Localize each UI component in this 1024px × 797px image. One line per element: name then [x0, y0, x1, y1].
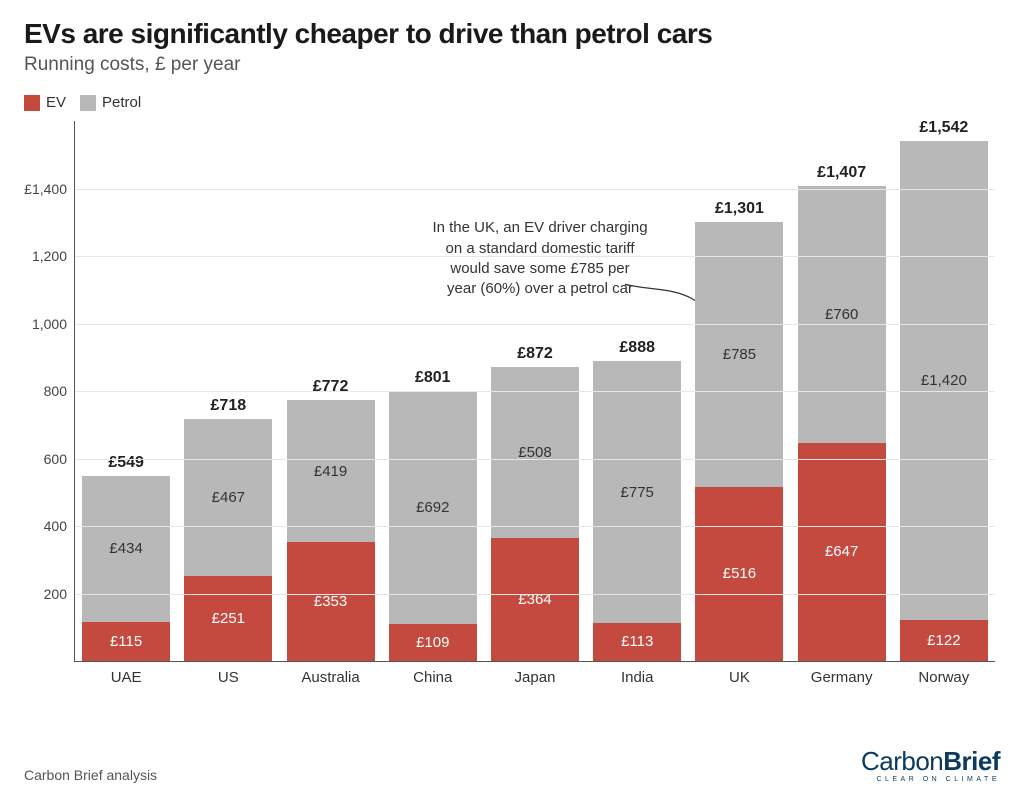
- x-category-label: Australia: [301, 661, 359, 686]
- x-category-label: China: [413, 661, 452, 686]
- stacked-bar: £872£508£364: [491, 367, 579, 661]
- total-label: £888: [619, 339, 655, 361]
- gridline: [75, 526, 995, 527]
- x-category-label: UAE: [111, 661, 142, 686]
- legend-swatch: [80, 95, 96, 111]
- petrol-value: £419: [314, 463, 347, 480]
- stacked-bar: £549£434£115: [82, 476, 170, 661]
- petrol-segment: £760: [798, 186, 886, 443]
- total-label: £772: [313, 378, 349, 400]
- ev-value: £516: [723, 565, 756, 582]
- y-tick-label: 600: [44, 451, 75, 467]
- ev-value: £353: [314, 593, 347, 610]
- chart: £549 £434 £115 UAE £718 £467 £251 US £772 £419 £35…: [24, 121, 1000, 691]
- y-tick-label: £1,400: [24, 181, 75, 197]
- ev-segment: £647: [798, 443, 886, 661]
- total-label: £1,542: [919, 119, 968, 141]
- stacked-bar: £772£419£353: [287, 400, 375, 661]
- total-label: £801: [415, 369, 451, 391]
- petrol-value: £467: [212, 489, 245, 506]
- ev-segment: £364: [491, 538, 579, 661]
- x-category-label: Germany: [811, 661, 873, 686]
- y-tick-label: 800: [44, 383, 75, 399]
- total-label: £549: [108, 454, 144, 476]
- ev-segment: £516: [695, 487, 783, 661]
- stacked-bar: £718£467£251: [184, 419, 272, 661]
- y-tick-label: 1,200: [32, 248, 75, 264]
- petrol-segment: £508: [491, 367, 579, 538]
- source-text: Carbon Brief analysis: [24, 767, 157, 783]
- brand-tagline: CLEAR ON CLIMATE: [876, 776, 1000, 783]
- y-tick-label: 400: [44, 518, 75, 534]
- gridline: [75, 189, 995, 190]
- stacked-bar: £888£775£113: [593, 361, 681, 661]
- legend-label: Petrol: [102, 94, 141, 111]
- chart-title: EVs are significantly cheaper to drive t…: [24, 18, 1000, 50]
- petrol-value: £434: [109, 540, 142, 557]
- annotation-text: In the UK, an EV driver chargingon a sta…: [415, 218, 665, 299]
- petrol-value: £692: [416, 499, 449, 516]
- annotation-line: would save some £785 per: [415, 259, 665, 279]
- petrol-value: £760: [825, 306, 858, 323]
- annotation-line: In the UK, an EV driver charging: [415, 218, 665, 238]
- petrol-value: £775: [621, 484, 654, 501]
- petrol-segment: £692: [389, 391, 477, 625]
- ev-segment: £122: [900, 620, 988, 661]
- gridline: [75, 459, 995, 460]
- brand-logo: CarbonBrief CLEAR ON CLIMATE: [861, 748, 1000, 783]
- stacked-bar: £1,301£785£516: [695, 222, 783, 661]
- petrol-segment: £775: [593, 361, 681, 623]
- petrol-value: £1,420: [921, 372, 967, 389]
- total-label: £718: [211, 397, 247, 419]
- chart-subtitle: Running costs, £ per year: [24, 54, 1000, 76]
- total-label: £1,407: [817, 164, 866, 186]
- gridline: [75, 391, 995, 392]
- x-category-label: Japan: [515, 661, 556, 686]
- ev-segment: £109: [389, 624, 477, 661]
- total-label: £872: [517, 345, 553, 367]
- petrol-segment: £467: [184, 419, 272, 577]
- gridline: [75, 594, 995, 595]
- stacked-bar: £1,542£1,420£122: [900, 141, 988, 661]
- petrol-segment: £419: [287, 400, 375, 541]
- brand-first: Carbon: [861, 746, 943, 776]
- legend-swatch: [24, 95, 40, 111]
- x-category-label: India: [621, 661, 654, 686]
- y-tick-label: 200: [44, 586, 75, 602]
- gridline: [75, 324, 995, 325]
- legend: EV Petrol: [24, 94, 1000, 111]
- ev-segment: £113: [593, 623, 681, 661]
- ev-segment: £353: [287, 542, 375, 661]
- legend-item: EV: [24, 94, 66, 111]
- petrol-value: £785: [723, 346, 756, 363]
- annotation-line: on a standard domestic tariff: [415, 239, 665, 259]
- total-label: £1,301: [715, 200, 764, 222]
- ev-value: £109: [416, 634, 449, 651]
- ev-value: £647: [825, 543, 858, 560]
- legend-item: Petrol: [80, 94, 141, 111]
- ev-value: £122: [927, 632, 960, 649]
- petrol-segment: £1,420: [900, 141, 988, 620]
- ev-segment: £115: [82, 622, 170, 661]
- x-category-label: UK: [729, 661, 750, 686]
- x-category-label: Norway: [918, 661, 969, 686]
- legend-label: EV: [46, 94, 66, 111]
- brand-second: Brief: [943, 746, 1000, 776]
- ev-value: £115: [110, 633, 142, 650]
- annotation-line: year (60%) over a petrol car: [415, 279, 665, 299]
- petrol-segment: £434: [82, 476, 170, 622]
- plot-area: £549£434£115UAE£718£467£251US£772£419£35…: [74, 121, 995, 662]
- y-tick-label: 1,000: [32, 316, 75, 332]
- ev-segment: £251: [184, 576, 272, 661]
- ev-value: £251: [212, 610, 245, 627]
- stacked-bar: £1,407£760£647: [798, 186, 886, 661]
- petrol-segment: £785: [695, 222, 783, 487]
- x-category-label: US: [218, 661, 239, 686]
- ev-value: £113: [621, 633, 653, 650]
